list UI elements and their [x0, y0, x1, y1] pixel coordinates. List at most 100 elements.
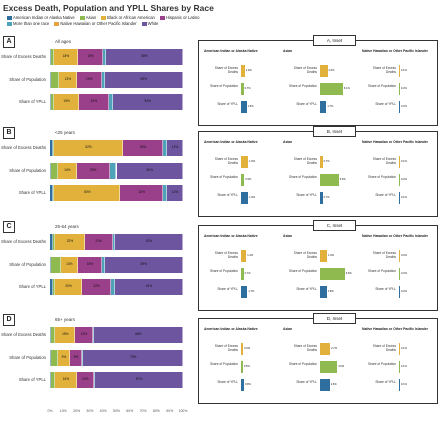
inset-row: Share of Excess Deaths 0.6% — [199, 343, 275, 355]
bar-segment: 13% — [60, 257, 78, 273]
inset-bar — [320, 156, 323, 168]
bar-segment: 13% — [59, 72, 77, 88]
inset-row-label: Share of Excess Deaths — [214, 66, 238, 74]
legend-label: Hispanic or Latino — [165, 15, 200, 20]
inset-bar — [241, 174, 245, 186]
inset-row-label: Share of Excess Deaths — [372, 251, 396, 259]
data-label: 50% — [84, 190, 91, 194]
bar-segment: 22% — [81, 279, 112, 295]
row-label: Share of Excess Deaths — [1, 54, 46, 59]
inset-row-label: Share of YPLL — [217, 380, 238, 384]
inset-data-label: 1.5% — [247, 105, 254, 108]
inset-title: A, Inset — [313, 35, 356, 46]
inset-bar — [320, 65, 328, 77]
inset-row-label: Share of YPLL — [296, 380, 317, 384]
inset-bar — [320, 101, 327, 113]
inset-row: Share of Population 0.9% — [199, 174, 275, 186]
inset-bar — [399, 379, 400, 391]
x-tick-label: 40% — [99, 409, 107, 413]
row-label: Share of Excess Deaths — [1, 332, 46, 337]
bar-segment: 13% — [76, 372, 94, 388]
inset-row: Share of YPLL 0.7% — [278, 192, 354, 204]
x-tick-label: 0% — [47, 409, 53, 413]
bar-segment: 12% — [167, 185, 183, 201]
inset-bar — [399, 101, 400, 113]
bar-segment — [112, 234, 116, 250]
inset-bar — [241, 250, 247, 262]
legend-item: American Indian or Alaska Native — [7, 15, 75, 21]
data-label: 13% — [80, 332, 88, 336]
row-label: Share of YPLL — [18, 377, 46, 382]
inset-column: American Indian or Alaska Native Share of… — [199, 319, 275, 403]
stacked-bar: 15% 13% 66% — [50, 327, 183, 343]
bar-segment — [93, 372, 96, 388]
data-label: 18% — [62, 54, 70, 58]
inset-column-title: American Indian or Alaska Native — [204, 140, 258, 144]
row-label: Share of Excess Deaths — [1, 145, 46, 150]
bar-segment — [81, 350, 84, 366]
data-label: 32% — [138, 190, 145, 194]
inset-row: Share of Excess Deaths 2.0% — [278, 65, 354, 77]
bar-segment: 67% — [95, 372, 183, 388]
bar-segment — [50, 49, 52, 65]
data-label: 14% — [64, 168, 71, 172]
legend-item: Asian — [79, 15, 97, 21]
inset-row-label: Share of YPLL — [296, 287, 317, 291]
inset-row-label: Share of Excess Deaths — [293, 344, 317, 352]
data-label: 59% — [140, 262, 147, 266]
inset-data-label: 0.1% — [401, 365, 407, 368]
inset-row: Share of Excess Deaths 1.0% — [199, 65, 275, 77]
stacked-bar: 19% 22% 53% — [50, 94, 183, 110]
bar-segment: 21% — [84, 234, 113, 250]
bar-segment — [50, 185, 53, 201]
bar-row: Share of Excess Deaths 15% 13% 66% — [0, 327, 193, 343]
bar-segment: 75% — [83, 350, 183, 366]
inset-row: Share of Excess Deaths 0.7% — [278, 156, 354, 168]
data-label: 12% — [171, 145, 179, 149]
data-label: 19% — [63, 99, 70, 103]
x-tick-label: 100% — [178, 409, 188, 413]
bar-segment — [50, 327, 52, 343]
inset-column: Asian Share of Excess Deaths 2.0% Share of … — [278, 41, 354, 125]
row-label: Share of YPLL — [18, 190, 46, 195]
inset-bar — [241, 343, 244, 355]
inset-bar — [241, 268, 244, 280]
bar-segment — [51, 163, 58, 179]
inset-row-label: Share of Excess Deaths — [293, 66, 317, 74]
inset-row-label: Share of YPLL — [217, 193, 238, 197]
inset-column-title: Asian — [283, 140, 293, 144]
x-tick-label: 60% — [126, 409, 134, 413]
inset-data-label: 1.9% — [249, 196, 256, 199]
inset-row: Share of YPLL 1.7% — [278, 101, 354, 113]
inset-row-label: Share of YPLL — [375, 193, 396, 197]
panel-title: 65+ years — [55, 317, 75, 322]
data-label: 51% — [145, 284, 153, 288]
inset-bar — [399, 192, 400, 204]
legend-swatch — [141, 21, 147, 26]
inset-column-title: Asian — [283, 234, 293, 238]
inset-column: Native Hawaiian or Other Pacific Islande… — [357, 41, 433, 125]
inset-data-label: 0.7% — [244, 272, 251, 275]
inset-bar — [399, 156, 400, 168]
legend: American Indian or Alaska Native Asian Bla… — [7, 15, 207, 27]
inset-column-title: Asian — [283, 49, 293, 53]
inset-row-label: Share of Population — [210, 84, 238, 88]
inset-bar — [399, 250, 400, 262]
bar-segment — [51, 94, 54, 110]
legend-label: White — [147, 21, 159, 26]
stacked-bar: 50% 32% 12% — [50, 185, 183, 201]
legend-swatch — [7, 15, 12, 20]
inset-column: Asian Share of Excess Deaths 0.7% Share of … — [278, 132, 354, 216]
inset-row-label: Share of Excess Deaths — [293, 157, 317, 165]
inset-data-label: 2.6% — [330, 383, 337, 386]
bar-segment — [52, 279, 56, 295]
inset-data-label: 0.9% — [245, 178, 252, 181]
legend-item: Black or African American — [101, 15, 155, 21]
bar-segment — [101, 257, 105, 273]
inset-bar — [320, 379, 330, 391]
bar-segment: 12% — [167, 140, 183, 156]
legend-label: Asian — [85, 15, 97, 20]
inset-data-label: 0.8% — [245, 383, 251, 386]
inset-data-label: 0.2% — [401, 87, 407, 90]
inset-row: Share of Population 0.2% — [357, 83, 433, 95]
